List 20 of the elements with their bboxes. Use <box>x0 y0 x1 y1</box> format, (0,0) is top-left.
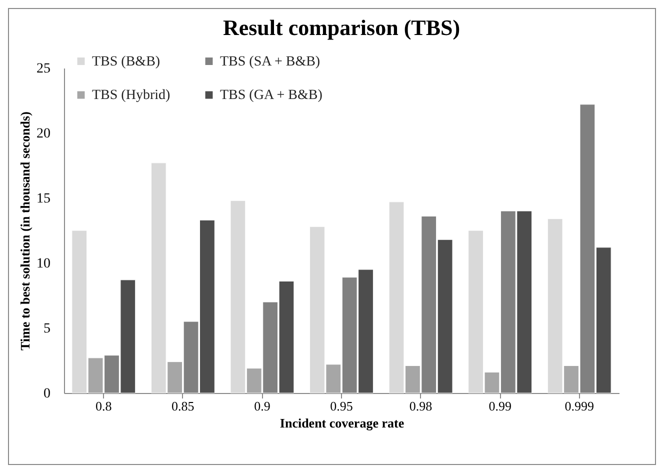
x-tick-label: 0.95 <box>330 398 353 414</box>
legend-label: TBS (B&B) <box>92 54 160 70</box>
x-tick-label: 0.9 <box>254 398 270 414</box>
y-tick-label: 20 <box>36 126 50 142</box>
legend-label: TBS (Hybrid) <box>92 88 170 103</box>
x-tick-label: 0.99 <box>488 398 512 414</box>
y-tick-label: 25 <box>36 62 50 76</box>
y-tick-label: 0 <box>44 386 50 402</box>
x-tick-label: 0.85 <box>172 398 194 414</box>
x-axis-title: Incident coverage rate <box>280 416 404 430</box>
y-tick-label: 5 <box>44 322 50 336</box>
chart-title: Result comparison (TBS) <box>222 15 460 40</box>
legend-label: TBS (SA + B&B) <box>220 54 320 70</box>
x-tick-label: 0.999 <box>564 398 594 414</box>
y-tick-label: 15 <box>36 192 50 206</box>
y-axis-title: Time to best solution (in thousand seconds) <box>18 112 32 350</box>
x-tick-label: 0.98 <box>409 398 432 414</box>
x-tick-label: 0.8 <box>96 398 112 414</box>
legend-label: TBS (GA + B&B) <box>220 88 323 103</box>
y-tick-label: 10 <box>36 256 50 272</box>
